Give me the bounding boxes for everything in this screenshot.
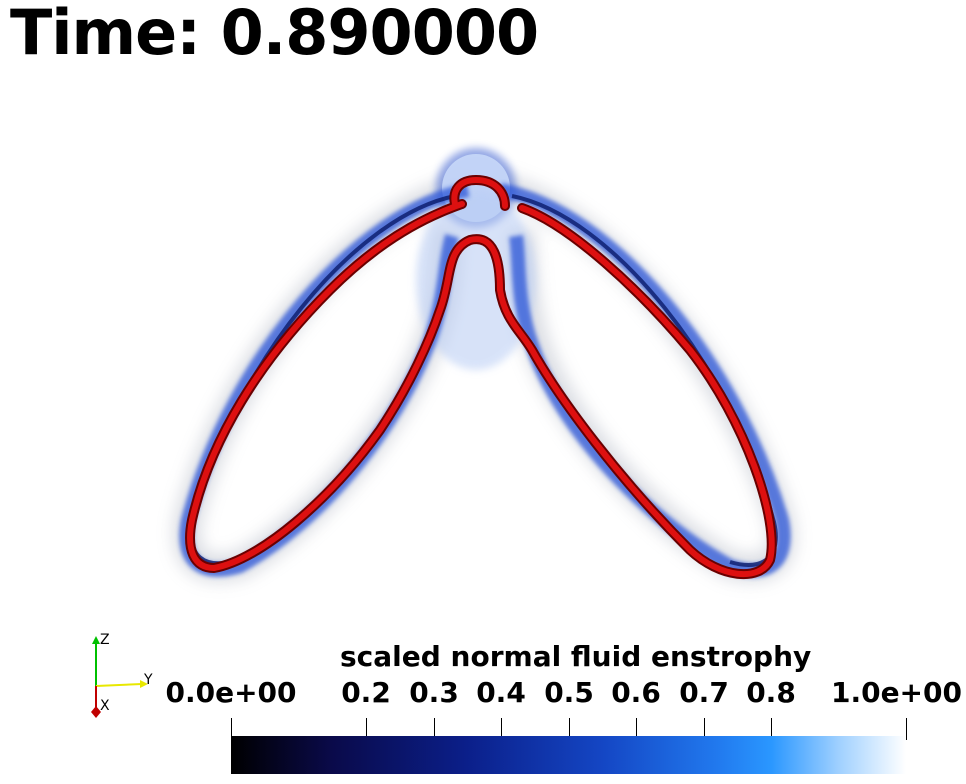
- colorbar-title: scaled normal fluid enstrophy: [340, 640, 812, 673]
- colorbar-tick-label: 0.7: [679, 676, 729, 709]
- colorbar-tick-label: 0.8: [746, 676, 796, 709]
- colorbar-tick-label: 0.2: [341, 676, 391, 709]
- colorbar: [231, 736, 906, 774]
- colorbar-tick-mark: [501, 718, 502, 740]
- colorbar-tick-marks: [0, 718, 966, 746]
- z-axis-arrow-icon: [92, 636, 100, 644]
- colorbar-tick-mark: [434, 718, 435, 740]
- colorbar-tick-mark: [569, 718, 570, 740]
- colorbar-tick-mark: [771, 718, 772, 740]
- time-title: Time: 0.890000: [10, 0, 539, 69]
- colorbar-tick-mark: [231, 718, 232, 740]
- colorbar-tick-label: 0.4: [476, 676, 526, 709]
- colorbar-tick-mark: [906, 718, 907, 740]
- x-axis-label: X: [100, 698, 110, 714]
- colorbar-tick-label: 0.3: [409, 676, 459, 709]
- colorbar-tick-label: 0.6: [611, 676, 661, 709]
- colorbar-tick-label: 1.0e+00: [830, 676, 962, 709]
- x-axis-arrow-icon: [91, 706, 101, 718]
- y-axis: [95, 683, 143, 687]
- colorbar-tick-mark: [366, 718, 367, 740]
- colorbar-tick-label: 0.5: [544, 676, 594, 709]
- z-axis-label: Z: [100, 632, 110, 648]
- orientation-axes: Z Y X: [91, 632, 153, 718]
- y-axis-label: Y: [143, 672, 153, 688]
- colorbar-tick-label: 0.0e+00: [165, 676, 297, 709]
- vortex-line: [185, 175, 777, 580]
- y-axis-arrow-icon: [140, 680, 148, 688]
- vortex-visualization: [172, 148, 796, 582]
- colorbar-tick-mark: [636, 718, 637, 740]
- colorbar-tick-mark: [704, 718, 705, 740]
